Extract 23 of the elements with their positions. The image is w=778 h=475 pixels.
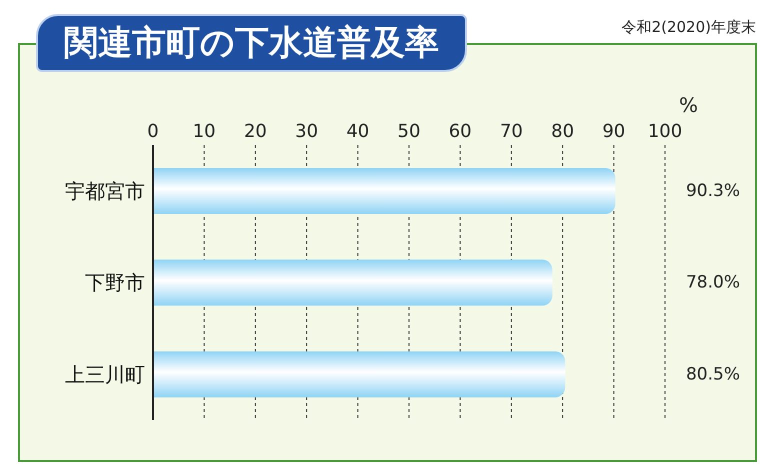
x-tick-label: 30 <box>295 121 318 142</box>
bar <box>153 351 566 398</box>
x-tick-label: 20 <box>244 121 267 142</box>
bar <box>153 260 552 306</box>
x-tick-label: 80 <box>551 121 574 142</box>
y-tick-label: 下野市 <box>85 270 145 295</box>
chart-subtitle: 令和2(2020)年度末 <box>622 18 756 37</box>
x-tick-label: 0 <box>147 121 159 142</box>
data-label: 80.5% <box>686 364 740 384</box>
x-tick-label: 50 <box>398 121 420 142</box>
x-tick-label: 40 <box>346 121 370 142</box>
x-tick-label: 100 <box>648 121 682 142</box>
data-label: 78.0% <box>686 272 740 293</box>
y-tick-label: 上三川町 <box>65 362 145 386</box>
chart-title: 関連市町の下水道普及率 <box>36 14 467 72</box>
x-axis-title: % <box>679 93 698 117</box>
y-tick-label: 宇都宮市 <box>65 178 145 203</box>
bar <box>153 168 616 214</box>
x-tick-label: 90 <box>602 121 626 142</box>
data-label: 90.3% <box>686 181 740 201</box>
x-tick-label: 60 <box>448 121 472 142</box>
x-tick-label: 10 <box>192 121 216 142</box>
x-tick-label: 70 <box>500 121 523 142</box>
